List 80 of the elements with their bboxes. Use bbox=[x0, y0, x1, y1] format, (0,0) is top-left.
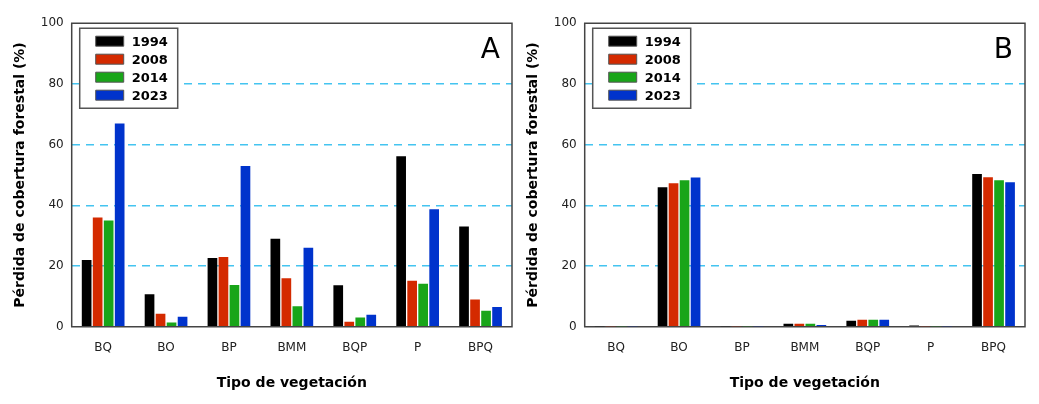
x-tick-label: BMM bbox=[790, 340, 820, 355]
bar bbox=[177, 316, 188, 327]
x-tick-label: BP bbox=[734, 340, 750, 355]
y-axis-title: Pérdida de cobertura forestal (%) bbox=[11, 42, 28, 308]
legend-label: 2008 bbox=[131, 51, 168, 67]
legend-label: 2014 bbox=[644, 69, 681, 85]
bar bbox=[879, 319, 890, 327]
x-tick-label: BQ bbox=[607, 340, 625, 355]
bar bbox=[292, 306, 303, 327]
x-tick-label: BPQ bbox=[981, 340, 1007, 355]
bar bbox=[783, 323, 794, 327]
x-tick-label: BPQ bbox=[468, 340, 494, 355]
bar bbox=[857, 319, 868, 327]
bar bbox=[81, 260, 92, 327]
x-tick-label: BQP bbox=[342, 340, 368, 355]
bar bbox=[344, 321, 355, 327]
bar bbox=[1005, 182, 1015, 327]
y-tick-label: 0 bbox=[56, 318, 64, 333]
x-tick-label: BP bbox=[221, 340, 237, 355]
bar bbox=[281, 278, 292, 327]
bar bbox=[155, 313, 166, 327]
bar bbox=[470, 299, 480, 327]
bar bbox=[92, 217, 103, 327]
bar bbox=[679, 180, 690, 327]
bar bbox=[481, 310, 491, 327]
annotation: A bbox=[480, 32, 500, 66]
y-tick-label: 80 bbox=[48, 76, 64, 91]
x-axis-title: Tipo de vegetación bbox=[216, 374, 367, 391]
y-tick-label: 80 bbox=[561, 76, 577, 91]
bar bbox=[240, 165, 251, 327]
bar bbox=[868, 319, 879, 327]
bar bbox=[668, 183, 679, 327]
bar bbox=[846, 320, 857, 327]
bar bbox=[690, 177, 701, 327]
y-tick-label: 40 bbox=[561, 197, 577, 212]
bar bbox=[207, 257, 218, 327]
legend-label: 2008 bbox=[644, 51, 681, 67]
x-tick-label: BO bbox=[157, 340, 175, 355]
bar bbox=[657, 187, 668, 327]
bar bbox=[333, 285, 344, 327]
y-tick-label: 20 bbox=[561, 258, 577, 273]
y-tick-label: 100 bbox=[553, 15, 577, 30]
bar bbox=[355, 317, 366, 327]
bar bbox=[418, 283, 428, 327]
annotation: B bbox=[993, 32, 1013, 66]
bar bbox=[972, 174, 982, 327]
bar bbox=[366, 314, 377, 327]
bar bbox=[103, 220, 114, 327]
bar bbox=[994, 180, 1004, 327]
y-tick-label: 20 bbox=[48, 258, 64, 273]
bar bbox=[270, 238, 281, 327]
bar bbox=[492, 307, 502, 327]
y-axis-title: Pérdida de cobertura forestal (%) bbox=[524, 42, 541, 308]
x-axis-title: Tipo de vegetación bbox=[729, 374, 880, 391]
bar bbox=[114, 123, 125, 327]
x-tick-label: BQP bbox=[855, 340, 881, 355]
bar bbox=[303, 247, 314, 327]
bar bbox=[407, 280, 417, 327]
x-tick-label: BMM bbox=[277, 340, 307, 355]
bar bbox=[144, 294, 155, 327]
legend-label: 1994 bbox=[644, 33, 681, 49]
bar bbox=[229, 284, 240, 327]
bar bbox=[429, 209, 440, 327]
y-tick-label: 60 bbox=[48, 136, 64, 151]
y-tick-label: 60 bbox=[561, 136, 577, 151]
y-tick-label: 0 bbox=[569, 318, 577, 333]
legend-label: 2014 bbox=[131, 69, 168, 85]
legend-label: 2023 bbox=[644, 87, 681, 103]
y-tick-label: 40 bbox=[48, 197, 64, 212]
x-tick-label: P bbox=[927, 340, 935, 355]
bar bbox=[396, 156, 406, 327]
x-tick-label: BQ bbox=[94, 340, 112, 355]
bar bbox=[218, 256, 229, 327]
y-tick-label: 100 bbox=[40, 15, 64, 30]
legend-label: 1994 bbox=[131, 33, 168, 49]
x-tick-label: BO bbox=[670, 340, 688, 355]
bar bbox=[459, 226, 469, 327]
bar bbox=[983, 177, 993, 327]
x-tick-label: P bbox=[414, 340, 422, 355]
legend-label: 2023 bbox=[131, 87, 168, 103]
